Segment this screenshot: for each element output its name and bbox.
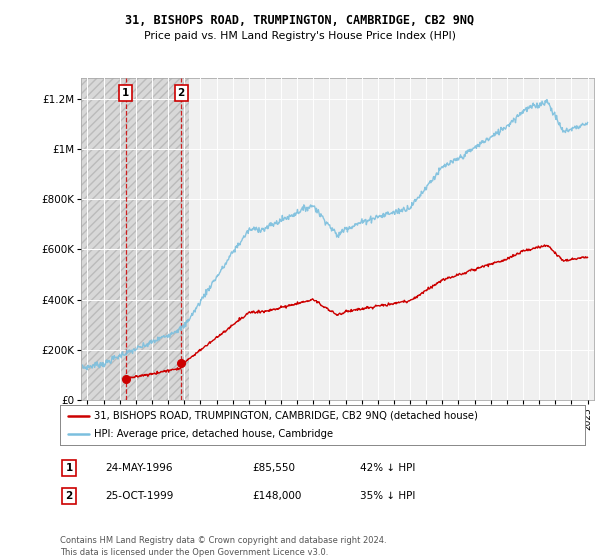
Text: HPI: Average price, detached house, Cambridge: HPI: Average price, detached house, Camb… — [94, 430, 333, 439]
Text: 25-OCT-1999: 25-OCT-1999 — [105, 491, 173, 501]
Text: 1: 1 — [122, 88, 130, 98]
Text: Contains HM Land Registry data © Crown copyright and database right 2024.
This d: Contains HM Land Registry data © Crown c… — [60, 536, 386, 557]
Text: £148,000: £148,000 — [252, 491, 301, 501]
Text: 31, BISHOPS ROAD, TRUMPINGTON, CAMBRIDGE, CB2 9NQ: 31, BISHOPS ROAD, TRUMPINGTON, CAMBRIDGE… — [125, 14, 475, 27]
Text: 2: 2 — [65, 491, 73, 501]
Text: 1: 1 — [65, 463, 73, 473]
Text: 35% ↓ HPI: 35% ↓ HPI — [360, 491, 415, 501]
Text: 31, BISHOPS ROAD, TRUMPINGTON, CAMBRIDGE, CB2 9NQ (detached house): 31, BISHOPS ROAD, TRUMPINGTON, CAMBRIDGE… — [94, 411, 478, 421]
Bar — [81, 78, 189, 400]
Text: 2: 2 — [178, 88, 185, 98]
Text: £85,550: £85,550 — [252, 463, 295, 473]
Text: 24-MAY-1996: 24-MAY-1996 — [105, 463, 173, 473]
Text: 42% ↓ HPI: 42% ↓ HPI — [360, 463, 415, 473]
Text: Price paid vs. HM Land Registry's House Price Index (HPI): Price paid vs. HM Land Registry's House … — [144, 31, 456, 41]
